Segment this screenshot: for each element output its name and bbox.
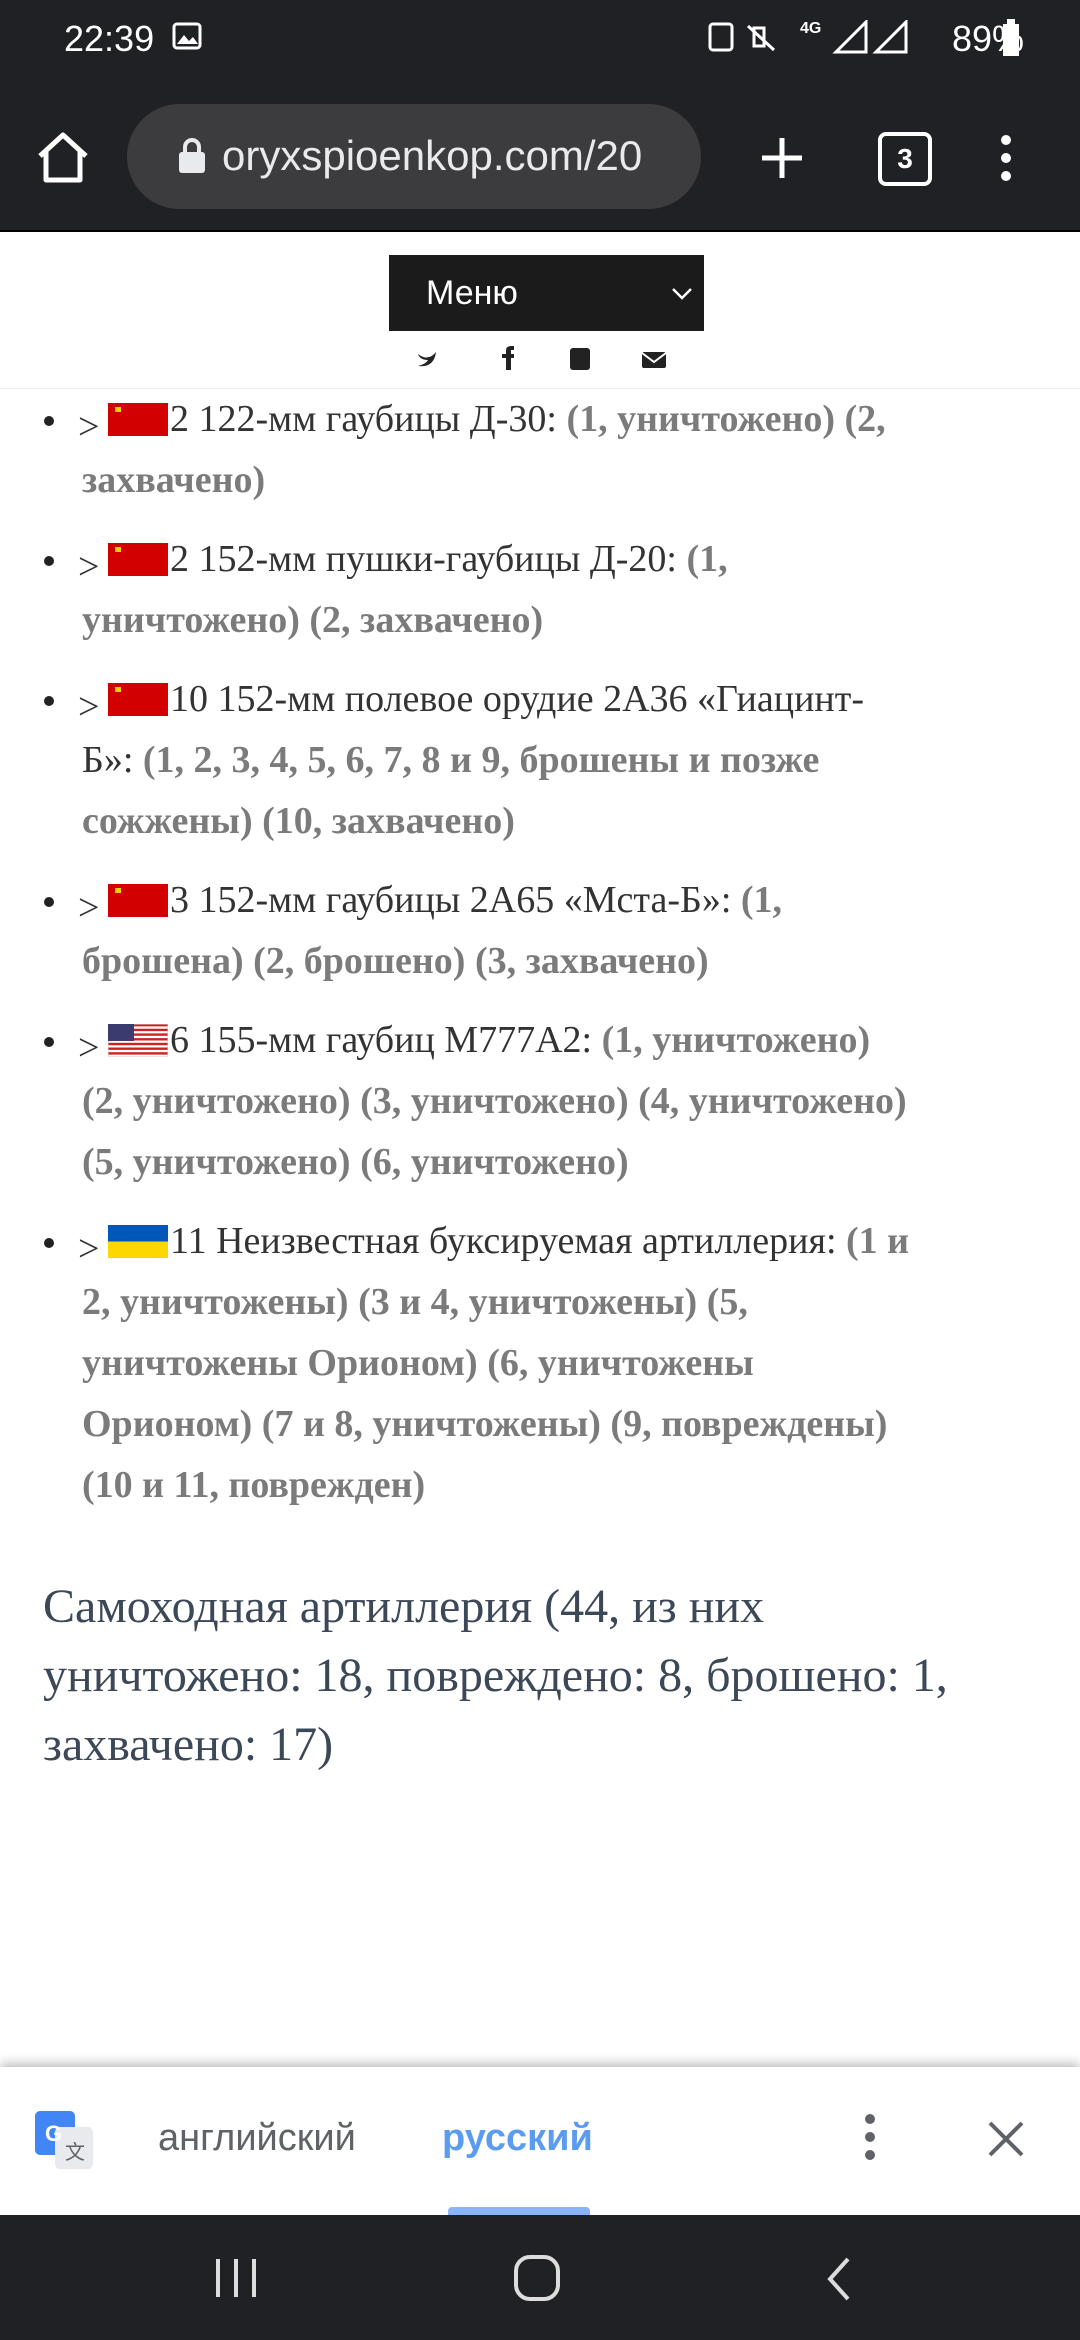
expand-marker: > (78, 1027, 100, 1069)
flag (108, 543, 168, 576)
browser-toolbar: oryxspioenkop.com/20 3 (0, 70, 1080, 232)
expand-marker: > (78, 406, 100, 448)
item-detail: (2, уничтожено) (82, 1080, 351, 1122)
article-content: >2 122-мм гаубицы Д-30: (1, уничтожено) … (0, 389, 1080, 2067)
flag (108, 884, 168, 917)
item-title: 3 152-мм гаубицы 2А65 «Мста-Б»: (170, 879, 732, 921)
menu-button[interactable] (996, 132, 1016, 184)
navigation-bar (0, 2215, 1080, 2340)
item-title: 2 122-мм гаубицы Д-30: (170, 398, 557, 440)
signal-icons (832, 20, 908, 54)
item-detail: (1, уничтожено) (82, 538, 728, 641)
flag (108, 1225, 168, 1258)
item-title: 10 152-мм полевое орудие 2А36 «Гиацинт-Б… (82, 678, 865, 781)
recents-button[interactable] (212, 2255, 260, 2301)
dropdown-arrow (672, 288, 692, 300)
item-detail: (1, уничтожено) (601, 1019, 871, 1061)
home-button[interactable] (36, 132, 90, 184)
flag (108, 683, 168, 716)
item-title: 6 155-мм гаубиц M777A2: (170, 1019, 593, 1061)
item-detail: (3 и 4, уничтожены) (358, 1281, 698, 1323)
back-button[interactable] (824, 2255, 854, 2303)
list-item: >3 152-мм гаубицы 2А65 «Мста-Б»: (1, бро… (44, 870, 912, 992)
selected-indicator (448, 2207, 590, 2215)
item-detail: (2, захвачено) (82, 398, 886, 501)
item-detail: (1, уничтожено) (566, 398, 836, 440)
item-detail: (5, уничтожены Орионом) (82, 1281, 748, 1384)
expand-marker: > (78, 546, 100, 588)
social-icons[interactable] (412, 344, 672, 374)
item-detail: (4, уничтожено) (638, 1080, 907, 1122)
close-translate[interactable] (986, 2119, 1026, 2159)
item-detail: (6, уничтожены Орионом) (82, 1342, 754, 1445)
expand-marker: > (78, 887, 100, 929)
gallery-icon (172, 22, 202, 50)
source-language-tab[interactable]: английский (158, 2117, 356, 2159)
site-header: Меню (0, 232, 1080, 389)
flag-icon (108, 534, 168, 576)
flag-icon (107, 1015, 169, 1058)
item-detail: (3, уничтожено) (360, 1080, 629, 1122)
expand-marker: > (78, 686, 100, 728)
item-detail: (1, 2, 3, 4, 5, 6, 7, 8 и 9, брошены и п… (82, 739, 820, 842)
list-item: >2 152-мм пушки-гаубицы Д-20: (1, уничто… (44, 529, 912, 651)
address-bar[interactable]: oryxspioenkop.com/20 (127, 104, 701, 209)
item-detail: (9, повреждены) (610, 1403, 888, 1445)
lock-icon (179, 138, 205, 173)
item-detail: (7 и 8, уничтожены) (261, 1403, 601, 1445)
artillery-list: >2 122-мм гаубицы Д-30: (1, уничтожено) … (0, 389, 912, 1516)
flag-icon (108, 394, 168, 436)
target-language-tab[interactable]: русский (442, 2117, 593, 2159)
list-item: >2 122-мм гаубицы Д-30: (1, уничтожено) … (44, 389, 912, 511)
flag-icon (108, 875, 168, 917)
clock: 22:39 (64, 18, 155, 59)
item-detail: (6, уничтожено) (360, 1141, 629, 1183)
item-detail: (5, уничтожено) (82, 1141, 351, 1183)
list-item: >6 155-мм гаубиц M777A2: (1, уничтожено)… (44, 1010, 912, 1193)
flag-icon (108, 674, 168, 716)
flag (107, 1023, 169, 1058)
list-item: >11 Неизвестная буксируемая артиллерия: … (44, 1211, 912, 1516)
home-nav-button[interactable] (512, 2253, 562, 2303)
item-detail: (10, захвачено) (262, 800, 515, 842)
expand-marker: > (78, 1228, 100, 1270)
item-title: 2 152-мм пушки-гаубицы Д-20: (170, 538, 677, 580)
svg-text:G: G (45, 2121, 62, 2146)
item-detail: (3, захвачено) (474, 940, 709, 982)
translate-icon[interactable]: G文 (33, 2109, 95, 2171)
status-bar: 22:39 4G 89% (0, 0, 1080, 70)
item-detail: (10 и 11, поврежден) (82, 1464, 426, 1506)
tab-count[interactable]: 3 (878, 132, 932, 186)
list-item: >10 152-мм полевое орудие 2А36 «Гиацинт-… (44, 669, 912, 852)
item-title: 11 Неизвестная буксируемая артиллерия: (170, 1220, 837, 1262)
flag-icon (108, 1216, 168, 1258)
item-detail: (2, брошено) (253, 940, 466, 982)
menu-label: Меню (426, 274, 518, 312)
network-type: 4G (800, 20, 822, 37)
flag (108, 403, 168, 436)
translate-options[interactable] (860, 2111, 880, 2163)
section-heading: Самоходная артиллерия (44, из них уничто… (43, 1580, 948, 1771)
item-detail: (1 и 2, уничтожены) (82, 1220, 910, 1323)
menu-select[interactable]: Меню (389, 255, 704, 331)
item-detail: (2, захвачено) (309, 599, 544, 641)
new-tab-button[interactable] (758, 134, 806, 182)
svg-text:文: 文 (65, 2140, 85, 2164)
url: oryxspioenkop.com/20 (222, 132, 643, 179)
status-icons (708, 22, 776, 52)
battery-icon (1003, 19, 1019, 56)
item-detail: (1, брошена) (82, 879, 783, 982)
